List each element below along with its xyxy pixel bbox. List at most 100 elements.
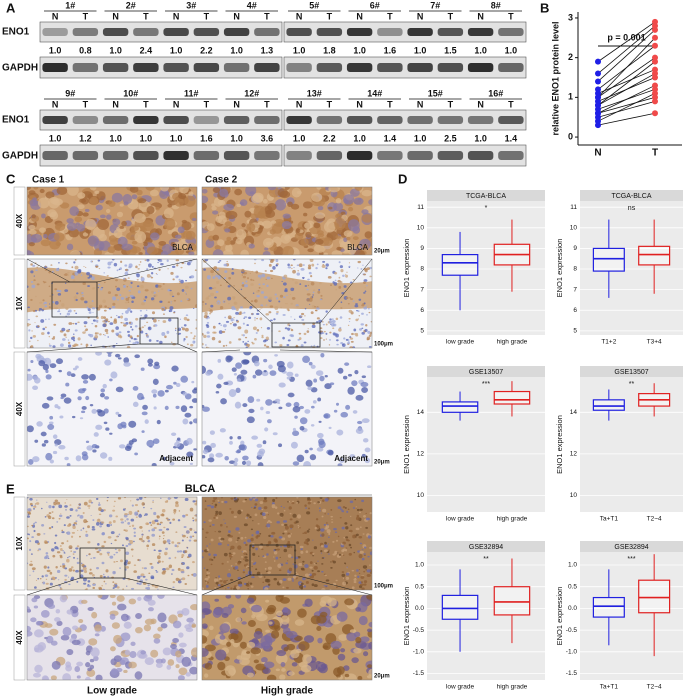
cell bbox=[115, 285, 117, 288]
cell bbox=[291, 502, 295, 505]
band bbox=[42, 151, 68, 160]
cell bbox=[282, 313, 286, 316]
cell bbox=[265, 336, 269, 341]
cell bbox=[138, 537, 143, 541]
cell bbox=[321, 264, 326, 268]
cell bbox=[67, 344, 72, 348]
cell bbox=[203, 567, 206, 569]
y-tick-label: 9 bbox=[420, 245, 424, 252]
cell bbox=[213, 516, 216, 519]
cell bbox=[187, 282, 190, 285]
cell bbox=[300, 664, 312, 673]
cell bbox=[71, 531, 75, 534]
x-tick-label: N bbox=[594, 148, 601, 159]
cell bbox=[341, 573, 346, 577]
cell bbox=[322, 323, 325, 326]
cell bbox=[117, 316, 121, 319]
cell bbox=[310, 311, 314, 315]
cell bbox=[267, 583, 271, 586]
cell bbox=[361, 418, 370, 424]
cell bbox=[207, 457, 215, 463]
cell bbox=[334, 279, 337, 282]
pair-line bbox=[597, 100, 656, 118]
cell bbox=[45, 369, 49, 374]
cell bbox=[244, 284, 248, 288]
cell bbox=[139, 261, 142, 263]
cell bbox=[267, 514, 269, 516]
cell bbox=[272, 498, 276, 502]
cell bbox=[160, 513, 165, 517]
cell bbox=[298, 527, 301, 529]
cell bbox=[111, 259, 115, 261]
cell bbox=[243, 311, 246, 314]
cell bbox=[102, 334, 105, 336]
cell bbox=[147, 363, 153, 367]
cell bbox=[265, 411, 271, 414]
zoom-line bbox=[26, 258, 71, 283]
sample-label: 9# bbox=[65, 88, 75, 98]
cell bbox=[29, 574, 31, 576]
cell bbox=[64, 505, 68, 508]
cell bbox=[341, 553, 344, 556]
cell bbox=[278, 536, 283, 539]
cell bbox=[184, 497, 189, 502]
cell bbox=[314, 212, 326, 219]
cell bbox=[152, 299, 155, 302]
cell bbox=[147, 599, 156, 606]
annotation: ** bbox=[483, 556, 489, 563]
cell bbox=[66, 558, 70, 563]
cell bbox=[112, 509, 116, 512]
cell bbox=[150, 297, 155, 301]
cell bbox=[259, 309, 261, 311]
cell bbox=[358, 615, 368, 626]
cell bbox=[354, 370, 359, 375]
cell bbox=[287, 560, 289, 562]
cell bbox=[360, 575, 365, 579]
cell bbox=[349, 336, 352, 339]
cell bbox=[245, 460, 252, 466]
cell bbox=[274, 625, 281, 631]
cell bbox=[363, 553, 366, 555]
cell bbox=[178, 642, 187, 648]
cell bbox=[369, 331, 372, 335]
cell bbox=[158, 259, 163, 263]
y-tick-label: 9 bbox=[573, 245, 577, 252]
cell bbox=[144, 419, 149, 424]
cell bbox=[335, 579, 338, 582]
cell bbox=[36, 421, 43, 427]
cell bbox=[133, 338, 137, 341]
cell bbox=[71, 639, 81, 646]
band bbox=[72, 63, 99, 72]
cell bbox=[286, 307, 290, 311]
cell bbox=[217, 261, 220, 263]
cell bbox=[113, 655, 122, 663]
cell bbox=[349, 454, 356, 459]
cell bbox=[33, 187, 39, 190]
cell bbox=[300, 550, 304, 554]
cell bbox=[223, 300, 226, 303]
cell bbox=[63, 274, 66, 276]
cell bbox=[321, 332, 325, 334]
cell bbox=[86, 271, 90, 276]
cell bbox=[119, 659, 126, 666]
cell bbox=[361, 189, 372, 197]
cell bbox=[336, 666, 345, 675]
micrograph-frame bbox=[26, 351, 198, 467]
cell bbox=[180, 279, 184, 284]
cell bbox=[88, 274, 93, 278]
cell bbox=[87, 277, 91, 279]
cell bbox=[131, 504, 134, 507]
y-tick-label: -0.5 bbox=[413, 627, 425, 634]
band bbox=[223, 151, 250, 160]
cell bbox=[202, 303, 205, 306]
cell bbox=[335, 333, 339, 338]
cell bbox=[313, 344, 316, 347]
cell bbox=[324, 383, 332, 390]
cell bbox=[325, 332, 328, 335]
cell bbox=[88, 638, 98, 646]
cell bbox=[266, 553, 269, 556]
cell bbox=[256, 530, 260, 534]
cell bbox=[109, 322, 114, 325]
cell bbox=[193, 529, 195, 531]
cell bbox=[73, 333, 75, 335]
